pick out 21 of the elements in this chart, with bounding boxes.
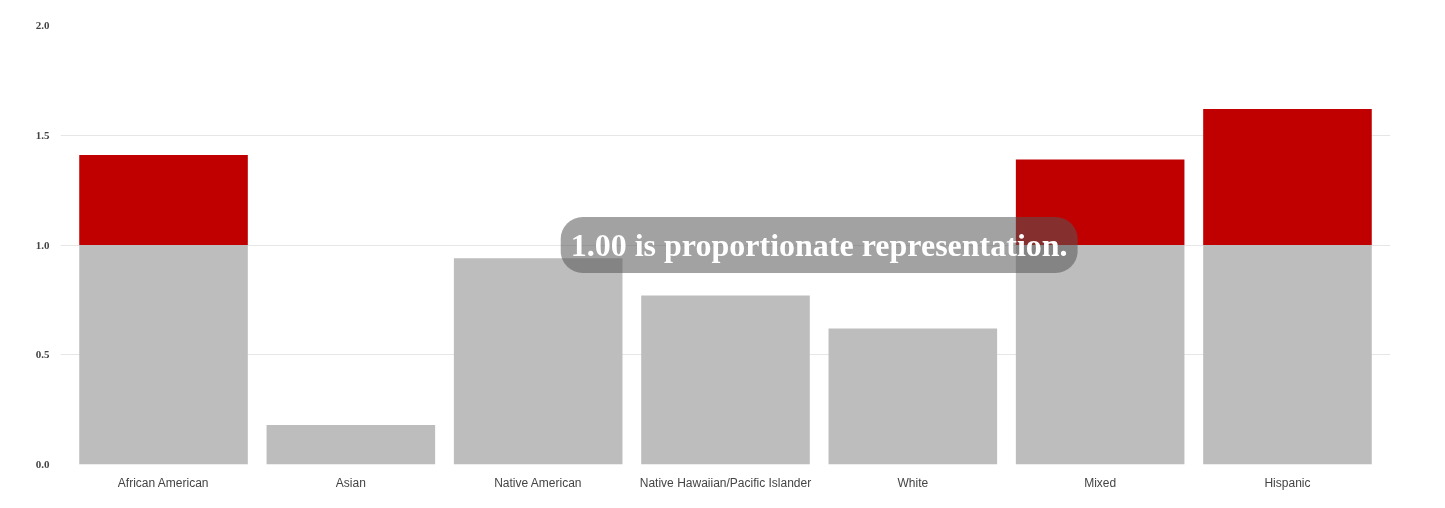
y-tick-label: 0.0 bbox=[35, 458, 50, 470]
bar bbox=[79, 245, 248, 465]
bar bbox=[828, 328, 998, 465]
annotation: 1.00 is proportionate representation. bbox=[570, 227, 1068, 263]
bar bbox=[453, 258, 623, 465]
bar bbox=[641, 295, 810, 465]
y-tick-label: 2.0 bbox=[35, 19, 50, 31]
y-tick-label: 1.0 bbox=[35, 238, 50, 251]
y-tick-label: 1.5 bbox=[35, 128, 50, 141]
bar bbox=[79, 155, 248, 245]
bar bbox=[1203, 245, 1372, 465]
bar bbox=[1203, 108, 1372, 245]
y-tick-label: 0.5 bbox=[35, 348, 50, 361]
x-tick-label: White bbox=[897, 475, 929, 490]
x-tick-label: Hispanic bbox=[1264, 475, 1311, 490]
x-tick-label: Native American bbox=[494, 475, 582, 490]
x-tick-label: Asian bbox=[335, 475, 366, 490]
x-tick-label: Native Hawaiian/Pacific Islander bbox=[639, 475, 812, 490]
bar bbox=[266, 424, 436, 465]
x-tick-label: African American bbox=[117, 475, 209, 490]
x-tick-label: Mixed bbox=[1084, 475, 1117, 490]
